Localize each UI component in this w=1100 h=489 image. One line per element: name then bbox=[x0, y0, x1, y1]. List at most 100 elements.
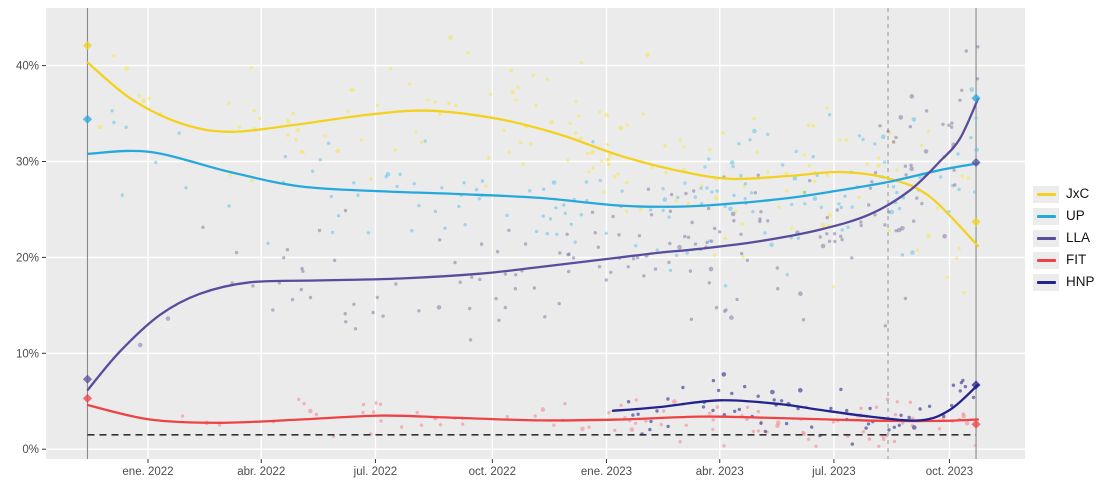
scatter-point bbox=[602, 190, 606, 194]
scatter-point bbox=[741, 255, 745, 259]
scatter-point bbox=[868, 186, 873, 190]
scatter-point bbox=[438, 238, 442, 242]
scatter-point bbox=[918, 175, 922, 180]
scatter-point bbox=[516, 85, 520, 90]
legend-key-fit bbox=[1033, 251, 1059, 269]
scatter-point bbox=[557, 301, 561, 306]
scatter-point bbox=[283, 154, 287, 159]
scatter-point bbox=[669, 192, 674, 197]
scatter-point bbox=[910, 250, 915, 255]
scatter-point bbox=[947, 123, 951, 127]
scatter-point bbox=[885, 397, 890, 401]
scatter-point bbox=[433, 209, 438, 214]
scatter-point bbox=[625, 180, 629, 185]
scatter-point bbox=[712, 226, 717, 231]
scatter-point bbox=[597, 110, 602, 114]
scatter-point bbox=[945, 275, 950, 279]
scatter-point bbox=[711, 378, 716, 383]
scatter-point bbox=[784, 421, 789, 426]
scatter-point bbox=[772, 398, 776, 402]
scatter-point bbox=[708, 411, 712, 415]
scatter-point bbox=[410, 229, 414, 233]
scatter-point bbox=[494, 296, 498, 301]
scatter-point bbox=[796, 406, 800, 411]
scatter-point bbox=[850, 442, 854, 446]
scatter-point bbox=[794, 149, 798, 154]
scatter-point bbox=[909, 163, 913, 167]
legend-key-lla bbox=[1033, 229, 1059, 247]
scatter-point bbox=[655, 409, 659, 413]
x-tick-label: oct. 2022 bbox=[469, 466, 516, 478]
scatter-point bbox=[666, 397, 670, 401]
scatter-point bbox=[466, 51, 470, 55]
scatter-point bbox=[959, 380, 964, 385]
scatter-point bbox=[837, 202, 841, 206]
scatter-point bbox=[433, 100, 437, 104]
scatter-point bbox=[674, 199, 678, 203]
scatter-point bbox=[729, 315, 734, 320]
scatter-point bbox=[709, 239, 714, 243]
scatter-point bbox=[758, 219, 762, 224]
scatter-point bbox=[752, 116, 756, 121]
scatter-point bbox=[974, 147, 979, 153]
scatter-point bbox=[705, 186, 709, 190]
scatter-point bbox=[584, 180, 589, 184]
scatter-point bbox=[666, 424, 670, 429]
legend-item-fit: FIT bbox=[1033, 249, 1095, 271]
scatter-point bbox=[899, 413, 903, 417]
scatter-point bbox=[942, 233, 947, 239]
scatter-point bbox=[798, 291, 803, 297]
scatter-point bbox=[634, 398, 638, 402]
scatter-point bbox=[740, 251, 744, 256]
scatter-point bbox=[915, 196, 919, 200]
election-marker-fit bbox=[82, 393, 93, 403]
scatter-point bbox=[953, 183, 957, 187]
scatter-point bbox=[811, 155, 815, 159]
scatter-point bbox=[667, 260, 671, 265]
scatter-point bbox=[604, 112, 610, 118]
scatter-point bbox=[966, 176, 971, 180]
scatter-point bbox=[533, 414, 537, 418]
scatter-point bbox=[375, 295, 379, 300]
scatter-point bbox=[147, 96, 151, 101]
scatter-point bbox=[124, 125, 128, 129]
scatter-point bbox=[950, 125, 954, 129]
scatter-point bbox=[708, 147, 712, 152]
scatter-point bbox=[650, 165, 654, 169]
scatter-point bbox=[635, 255, 640, 260]
scatter-point bbox=[591, 140, 595, 144]
scatter-point bbox=[607, 410, 611, 415]
scatter-layer bbox=[97, 35, 980, 448]
scatter-point bbox=[180, 414, 185, 418]
scatter-point bbox=[545, 232, 549, 236]
scatter-point bbox=[384, 175, 388, 179]
scatter-point bbox=[282, 256, 286, 260]
scatter-point bbox=[359, 138, 364, 142]
trend-line-up bbox=[86, 149, 980, 208]
scatter-point bbox=[502, 128, 506, 133]
scatter-point bbox=[521, 162, 525, 166]
scatter-point bbox=[873, 213, 877, 217]
scatter-point bbox=[308, 408, 313, 414]
scatter-point bbox=[973, 190, 977, 194]
scatter-point bbox=[388, 66, 393, 71]
election-marker-lla bbox=[971, 157, 981, 168]
scatter-point bbox=[645, 52, 650, 58]
scatter-point bbox=[732, 193, 736, 198]
legend-item-up: UP bbox=[1033, 205, 1095, 227]
x-tick-label: jul. 2022 bbox=[353, 466, 397, 478]
scatter-point bbox=[366, 231, 371, 235]
scatter-point bbox=[393, 148, 398, 152]
scatter-point bbox=[332, 258, 337, 263]
scatter-point bbox=[604, 231, 608, 235]
scatter-point bbox=[756, 173, 760, 177]
scatter-point bbox=[266, 241, 270, 245]
scatter-point bbox=[184, 186, 188, 190]
scatter-point bbox=[731, 164, 735, 169]
scatter-point bbox=[723, 284, 728, 288]
scatter-point bbox=[378, 402, 383, 407]
scatter-point bbox=[685, 251, 689, 255]
scatter-point bbox=[562, 203, 566, 207]
scatter-point bbox=[870, 180, 874, 184]
